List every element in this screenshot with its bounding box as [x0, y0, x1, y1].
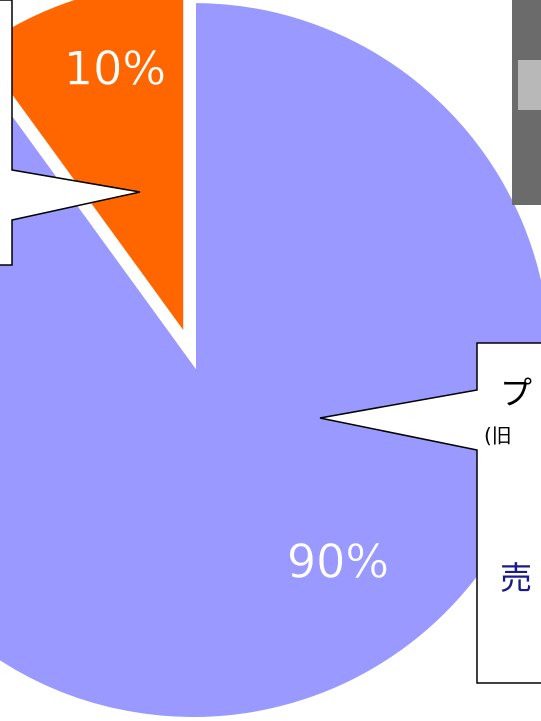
callout-left [0, 0, 141, 266]
pie-slice [0, 0, 190, 349]
callout-text: (旧 [484, 424, 512, 448]
slice-label: 90% [287, 535, 389, 589]
photo-detail [518, 60, 541, 110]
callout-right [319, 342, 541, 684]
slice-label: 10% [64, 42, 166, 96]
callout-text: プ [500, 374, 532, 412]
callout-text: 売 [500, 559, 532, 597]
